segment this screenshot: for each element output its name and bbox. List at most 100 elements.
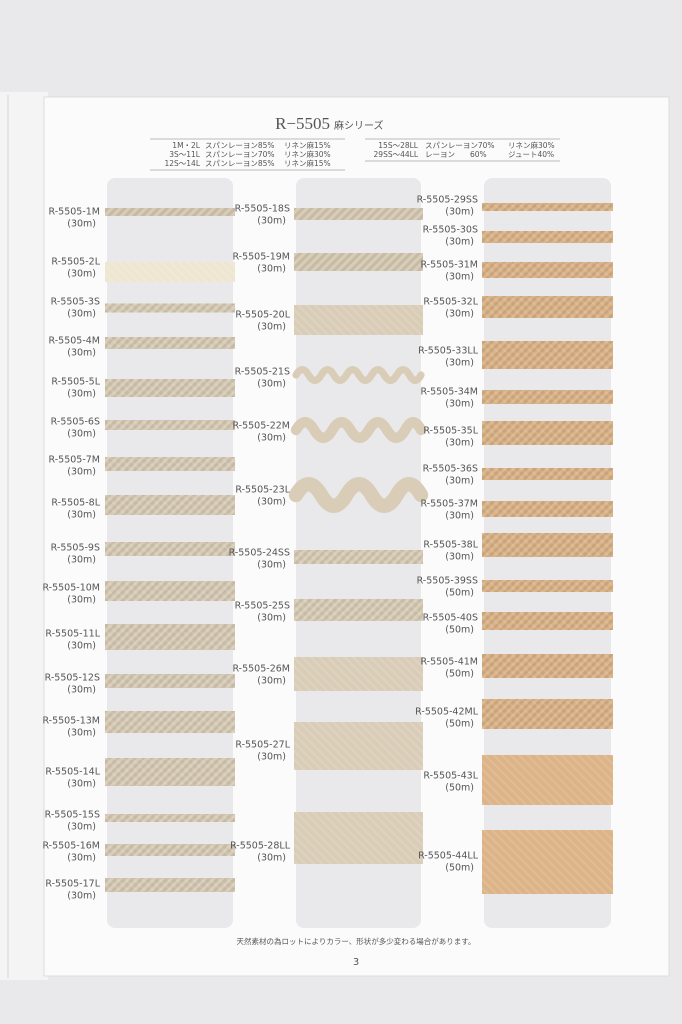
texture xyxy=(105,844,235,856)
item-length: (30m) xyxy=(67,219,96,230)
item-code: R-5505-33LL xyxy=(418,346,479,357)
item-length: (30m) xyxy=(67,595,96,606)
item-code: R-5505-43L xyxy=(423,771,478,782)
item-length: (30m) xyxy=(257,853,286,864)
texture xyxy=(482,654,613,678)
texture xyxy=(105,878,235,892)
item-code: R-5505-42ML xyxy=(415,707,479,718)
texture xyxy=(105,337,235,349)
item-code: R-5505-32L xyxy=(423,297,478,308)
item-code: R-5505-13M xyxy=(42,716,100,727)
swatch xyxy=(105,674,235,688)
content: 1M・2L スパンレーヨン85% リネン麻15% 3S～11L スパンレーヨン70% リネ… xyxy=(42,140,613,902)
item-code: R-5505-2L xyxy=(51,257,100,268)
item-code: R-5505-28LL xyxy=(230,841,291,852)
footer-note: 天然素材の為ロットによりカラー、形状が多少変わる場合があります。 xyxy=(236,936,475,946)
swatch xyxy=(294,599,423,621)
texture xyxy=(105,581,235,601)
texture xyxy=(105,711,235,733)
item-length: (30m) xyxy=(67,822,96,833)
swatch xyxy=(294,550,423,564)
texture xyxy=(294,599,423,621)
texture xyxy=(105,379,235,397)
item-code: R-5505-19M xyxy=(232,252,290,263)
composition-cell: スパンレーヨン70% xyxy=(425,141,495,150)
composition-cell: レーヨン 60% xyxy=(425,150,487,159)
texture xyxy=(482,612,613,630)
item-length: (30m) xyxy=(67,348,96,359)
item-length: (30m) xyxy=(257,560,286,571)
item-code: R-5505-40S xyxy=(423,613,478,624)
item-code: R-5505-8L xyxy=(51,498,100,509)
item-code: R-5505-7M xyxy=(49,455,101,466)
texture xyxy=(105,758,235,786)
item-length: (30m) xyxy=(257,379,286,390)
swatch xyxy=(482,468,613,480)
item-length: (30m) xyxy=(67,641,96,652)
item-code: R-5505-18S xyxy=(235,204,290,215)
swatch xyxy=(482,755,613,805)
swatch xyxy=(105,457,235,471)
item-code: R-5505-39SS xyxy=(417,576,478,587)
item-length: (30m) xyxy=(445,399,474,410)
item-length: (30m) xyxy=(67,891,96,902)
item-code: R-5505-41M xyxy=(420,657,478,668)
item-code: R-5505-16M xyxy=(42,841,100,852)
swatch xyxy=(482,699,613,729)
swatch xyxy=(105,420,235,430)
texture xyxy=(105,495,235,515)
texture xyxy=(482,390,613,404)
binder xyxy=(0,92,48,980)
item-length: (30m) xyxy=(257,613,286,624)
item-length: (30m) xyxy=(67,779,96,790)
composition-cell: スパンレーヨン70% xyxy=(205,150,275,159)
item-code: R-5505-20L xyxy=(235,310,290,321)
item-length: (30m) xyxy=(67,685,96,696)
item-code: R-5505-26M xyxy=(232,664,290,675)
texture xyxy=(482,468,613,480)
composition-cell: リネン麻30% xyxy=(508,140,555,150)
texture xyxy=(294,550,423,564)
composition-cell: 12S～14L xyxy=(164,159,200,168)
swatch xyxy=(482,501,613,517)
composition-cell: 29SS～44LL xyxy=(374,150,419,159)
item-code: R-5505-30S xyxy=(423,225,478,236)
item-length: (50m) xyxy=(445,783,474,794)
item-length: (30m) xyxy=(257,752,286,763)
texture xyxy=(105,262,235,282)
swatch xyxy=(290,417,427,443)
item-code: R-5505-21S xyxy=(235,367,290,378)
texture xyxy=(294,657,423,691)
item-length: (50m) xyxy=(445,588,474,599)
item-length: (30m) xyxy=(67,429,96,440)
swatch xyxy=(482,231,613,243)
texture xyxy=(482,203,613,211)
composition-cell: 15S～28LL xyxy=(378,141,419,150)
swatch xyxy=(482,654,613,678)
item-code: R-5505-36S xyxy=(423,464,478,475)
texture xyxy=(105,457,235,471)
item-length: (30m) xyxy=(67,853,96,864)
swatch xyxy=(294,812,423,864)
swatch xyxy=(482,390,613,404)
texture xyxy=(482,501,613,517)
swatch xyxy=(105,758,235,786)
item-length: (30m) xyxy=(445,476,474,487)
swatch xyxy=(105,208,235,216)
composition-cell: 3S～11L xyxy=(169,150,201,159)
swatch xyxy=(482,830,613,894)
item-length: (30m) xyxy=(67,309,96,320)
composition-cell: リネン麻15% xyxy=(284,158,331,168)
swatch xyxy=(482,421,613,445)
texture xyxy=(482,262,613,278)
swatch xyxy=(105,262,235,282)
swatch xyxy=(105,711,235,733)
item-length: (30m) xyxy=(67,467,96,478)
item-code: R-5505-44LL xyxy=(418,851,479,862)
texture xyxy=(105,624,235,650)
texture xyxy=(482,830,613,894)
item-length: (30m) xyxy=(445,237,474,248)
item-code: R-5505-10M xyxy=(42,583,100,594)
